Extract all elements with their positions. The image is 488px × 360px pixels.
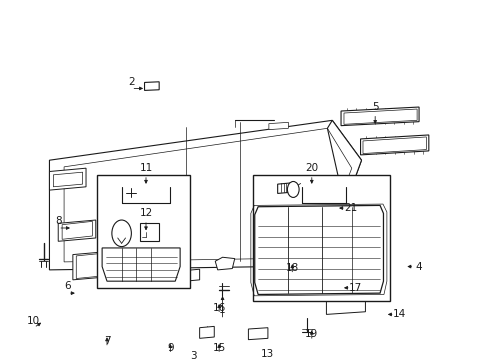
Text: 12: 12 bbox=[139, 208, 152, 219]
Polygon shape bbox=[58, 220, 96, 241]
Text: 8: 8 bbox=[55, 216, 61, 226]
Text: 11: 11 bbox=[139, 163, 152, 173]
Polygon shape bbox=[267, 248, 297, 261]
Text: 5: 5 bbox=[371, 102, 378, 112]
Text: 21: 21 bbox=[344, 203, 357, 213]
Polygon shape bbox=[49, 168, 86, 190]
Text: 10: 10 bbox=[27, 316, 41, 326]
Text: 14: 14 bbox=[392, 309, 406, 319]
Text: 3: 3 bbox=[190, 351, 196, 360]
Polygon shape bbox=[360, 135, 428, 155]
Circle shape bbox=[287, 181, 299, 197]
Text: 13: 13 bbox=[261, 349, 274, 359]
Text: 6: 6 bbox=[64, 282, 71, 292]
Bar bbox=[253, 175, 389, 301]
Bar bbox=[97, 175, 189, 288]
Polygon shape bbox=[300, 266, 340, 283]
Polygon shape bbox=[312, 120, 361, 230]
Text: 1: 1 bbox=[219, 305, 225, 315]
Polygon shape bbox=[53, 172, 82, 187]
Polygon shape bbox=[268, 122, 288, 130]
Polygon shape bbox=[215, 257, 234, 270]
Text: 19: 19 bbox=[305, 329, 318, 339]
Polygon shape bbox=[76, 251, 123, 279]
Text: 2: 2 bbox=[128, 77, 134, 87]
Polygon shape bbox=[49, 120, 361, 270]
Text: 15: 15 bbox=[212, 343, 225, 353]
Polygon shape bbox=[184, 269, 199, 281]
Polygon shape bbox=[248, 328, 267, 340]
Polygon shape bbox=[254, 206, 383, 294]
Text: 20: 20 bbox=[305, 163, 318, 173]
Polygon shape bbox=[73, 250, 126, 280]
Text: 9: 9 bbox=[167, 343, 173, 353]
Polygon shape bbox=[199, 327, 214, 338]
Text: 16: 16 bbox=[212, 303, 225, 313]
Text: 18: 18 bbox=[285, 263, 298, 273]
Text: 4: 4 bbox=[415, 262, 422, 271]
Polygon shape bbox=[62, 221, 92, 239]
Polygon shape bbox=[340, 107, 418, 126]
Polygon shape bbox=[102, 248, 180, 281]
Text: 7: 7 bbox=[103, 336, 110, 346]
Polygon shape bbox=[144, 82, 159, 90]
Polygon shape bbox=[156, 265, 180, 279]
Text: 17: 17 bbox=[348, 283, 362, 293]
Circle shape bbox=[112, 220, 131, 247]
Polygon shape bbox=[277, 183, 292, 193]
Polygon shape bbox=[326, 298, 365, 314]
Bar bbox=[140, 223, 159, 241]
